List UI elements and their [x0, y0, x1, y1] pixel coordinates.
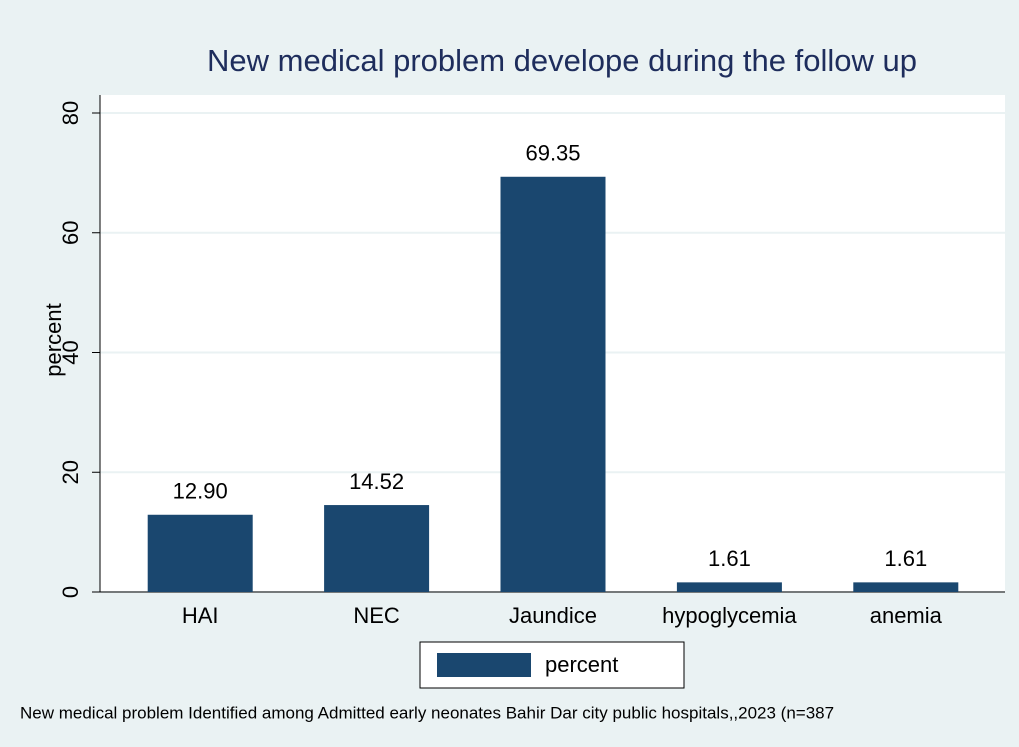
y-tick-label: 80 [58, 101, 83, 125]
value-label: 1.61 [708, 546, 751, 571]
note: New medical problem Identified among Adm… [20, 703, 834, 722]
value-label: 1.61 [884, 546, 927, 571]
y-tick-label: 0 [58, 586, 83, 598]
y-tick-label: 60 [58, 221, 83, 245]
y-tick-label: 40 [58, 340, 83, 364]
bar [853, 582, 959, 592]
x-tick-label: anemia [870, 603, 943, 628]
x-tick-label: HAI [182, 603, 219, 628]
value-label: 69.35 [525, 141, 580, 166]
legend-swatch [437, 653, 531, 677]
x-tick-label: hypoglycemia [662, 603, 797, 628]
legend-label: percent [545, 652, 618, 677]
x-tick-label: Jaundice [509, 603, 597, 628]
x-tick-label: NEC [353, 603, 400, 628]
value-label: 12.90 [173, 479, 228, 504]
bar [676, 582, 782, 592]
chart-title: New medical problem develope during the … [207, 43, 917, 78]
y-tick-label: 20 [58, 460, 83, 484]
value-label: 14.52 [349, 469, 404, 494]
bar [147, 514, 253, 592]
bar [500, 176, 606, 592]
y-axis-label: percent [41, 303, 66, 376]
bar [324, 505, 430, 592]
